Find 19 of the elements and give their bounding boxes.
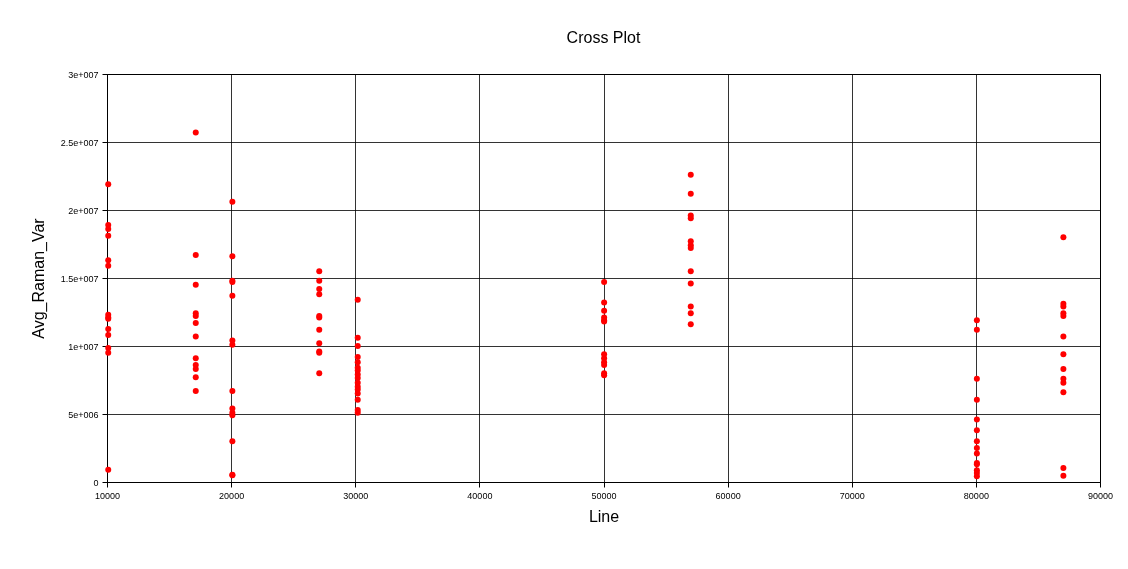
x-tick-label: 70000: [839, 490, 865, 501]
y-tick-label: 3e+007: [68, 69, 99, 80]
x-tick-label: 30000: [343, 490, 369, 501]
y-axis-title: Avg_Raman_Var: [29, 217, 48, 339]
y-tick-label: 5e+006: [68, 409, 99, 420]
x-tick-label: 60000: [715, 490, 741, 501]
y-tick-label: 1.5e+007: [60, 273, 99, 284]
chart-title: Cross Plot: [566, 29, 641, 46]
x-tick-label: 80000: [963, 490, 989, 501]
x-tick-label: 40000: [467, 490, 493, 501]
x-tick-label: 90000: [1087, 490, 1114, 501]
x-axis-title: Line: [588, 507, 620, 525]
y-tick-label: 2e+007: [68, 205, 99, 216]
x-tick-label: 10000: [94, 490, 121, 501]
y-tick-label: 2.5e+007: [60, 137, 99, 148]
y-tick-label: 1e+007: [68, 341, 99, 352]
y-tick-label: 0: [93, 477, 99, 488]
x-tick-label: 50000: [591, 490, 617, 501]
x-tick-label: 20000: [219, 490, 245, 501]
